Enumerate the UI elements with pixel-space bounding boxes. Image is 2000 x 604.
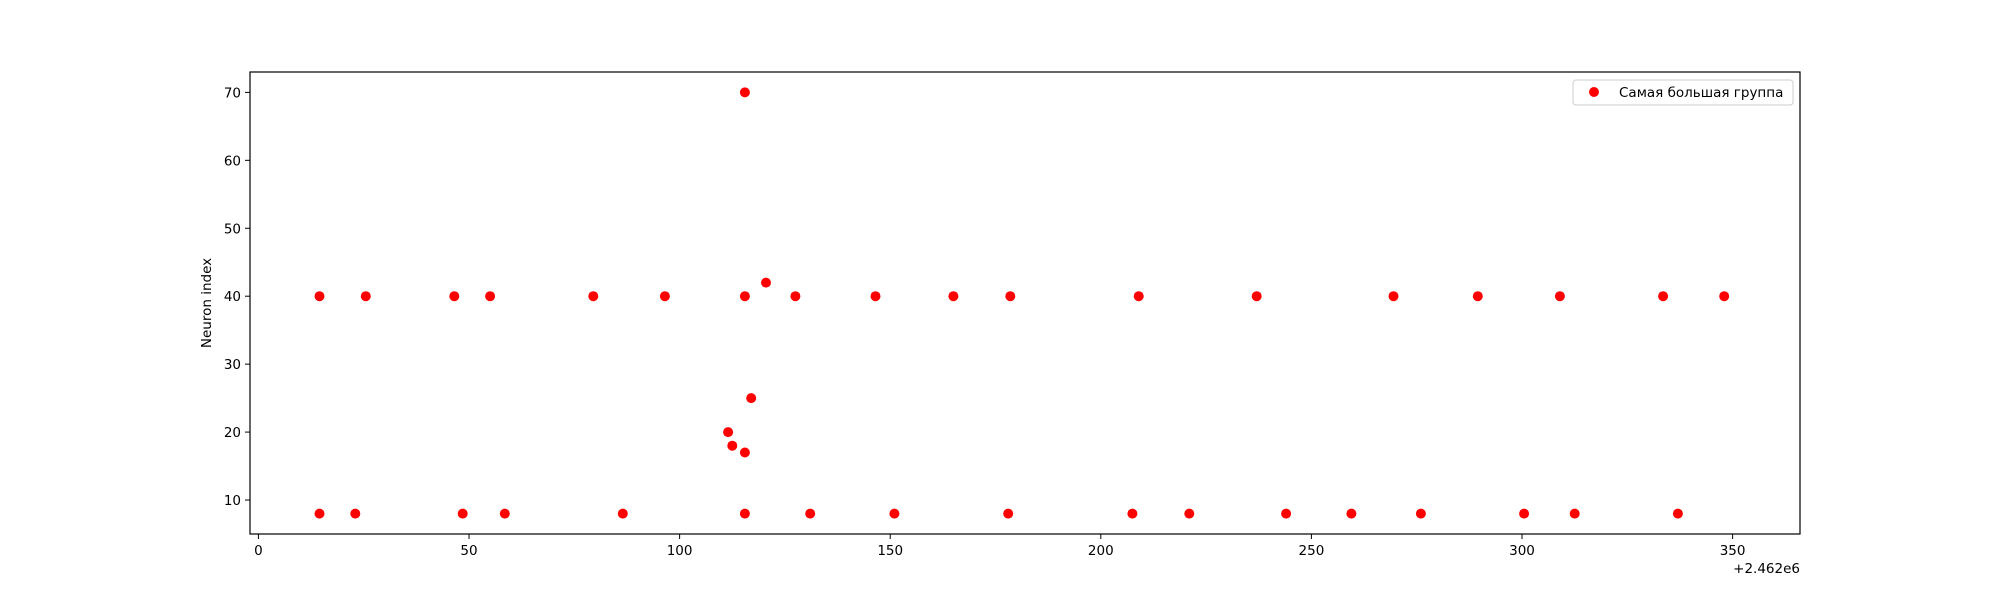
data-point [805,508,816,519]
data-point [790,291,801,302]
y-tick-label: 50 [224,221,241,237]
data-point [1415,508,1426,519]
data-point [723,427,734,438]
x-tick-label: 150 [877,543,903,559]
data-point [1005,291,1016,302]
data-point [588,291,599,302]
x-tick-label: 50 [460,543,477,559]
legend-box [1572,79,1794,106]
data-point [746,393,757,404]
legend-label: Самая большая группа [1619,85,1783,101]
x-tick-label: 350 [1720,543,1746,559]
data-point [314,508,325,519]
y-tick-label: 60 [224,153,241,169]
data-point [1346,508,1357,519]
data-point [1519,508,1530,519]
x-tick-label: 250 [1299,543,1325,559]
data-point [761,277,771,288]
data-point [1658,291,1669,302]
data-point [1554,291,1565,302]
data-point [457,508,468,519]
data-point [889,508,900,519]
data-point [1251,291,1262,302]
y-axis-ticks: 10 20 30 40 50 60 70 [224,85,250,509]
x-tick-label: 200 [1088,543,1114,559]
data-point [485,291,496,302]
y-tick-label: 10 [224,493,241,509]
data-point [727,440,738,451]
data-point [739,508,750,519]
data-point [1719,291,1730,302]
y-tick-label: 70 [224,85,241,101]
data-point [739,87,750,98]
y-tick-label: 40 [224,289,241,305]
data-point [449,291,460,302]
data-point [1003,508,1014,519]
data-point [314,291,325,302]
data-point [1127,508,1138,519]
x-tick-label: 100 [667,543,693,559]
data-point [617,508,628,519]
data-point [350,508,361,519]
data-point [1569,508,1580,519]
data-point [739,291,750,302]
data-point [1472,291,1483,302]
data-point [1133,291,1144,302]
data-point [1672,508,1683,519]
x-tick-label: 0 [254,543,263,559]
y-tick-label: 20 [224,425,241,441]
data-point [499,508,510,519]
data-point [870,291,881,302]
data-point [1388,291,1399,302]
data-point [948,291,959,302]
y-axis-label: Neuron index [199,258,215,348]
legend-marker [1589,87,1599,97]
legend: Самая большая группа [1572,79,1794,106]
x-tick-label: 300 [1509,543,1535,559]
y-tick-label: 30 [224,357,241,373]
plot-frame [249,71,1801,535]
x-axis-ticks: 0 50 100 150 200 250 300 350 [254,534,1745,559]
x-offset-label: +2.462e6 [1733,561,1800,577]
data-point [739,447,750,458]
data-point [360,291,371,302]
data-point [659,291,670,302]
data-points-layer [314,87,1730,519]
data-point [1281,508,1292,519]
data-point [1184,508,1195,519]
